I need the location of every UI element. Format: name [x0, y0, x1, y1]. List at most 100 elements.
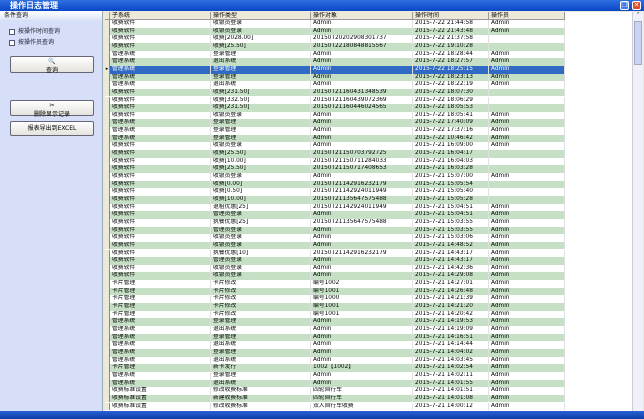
filter-operator-checkbox[interactable]: 按操作员查询 — [9, 39, 54, 46]
row-header[interactable] — [105, 356, 110, 365]
table-row[interactable]: 收费软件 收费[2028.00] 20150T20202908301737 2015-… — [105, 35, 565, 43]
row-header[interactable] — [105, 180, 110, 189]
table-row[interactable]: 卡片管理 卡片修改 编号1001 2015-7-21 14:26:48 Admin — [105, 287, 565, 296]
row-header[interactable] — [105, 257, 110, 265]
vertical-scrollbar[interactable]: ˄ — [632, 12, 643, 411]
row-header[interactable] — [105, 150, 110, 158]
table-row[interactable]: 收费软件 收银员登录 Admin 2015-7-22 18:05:41 Admin — [105, 111, 565, 120]
table-row[interactable]: 管理系统 退出系统 Admin 2015-7-22 18:27:57 Admin — [105, 58, 565, 66]
row-header[interactable] — [105, 218, 110, 227]
table-row[interactable]: 卡片管理 新卡发行 1002【1002】 2015-7-21 14:02:54 Admi… — [105, 364, 565, 372]
row-header[interactable] — [105, 402, 110, 411]
table-row[interactable]: 收费软件 收费[231.50] 20150T21160431348539 2015-7… — [105, 88, 565, 97]
table-row[interactable]: 收费软件 收银员登录 Admin 2015-7-21 15:07:00 Admin — [105, 173, 565, 181]
scroll-thumb[interactable] — [634, 21, 642, 65]
row-header[interactable] — [105, 287, 110, 296]
row-header[interactable] — [105, 142, 110, 151]
row-header[interactable] — [105, 348, 110, 357]
row-header[interactable] — [105, 165, 110, 173]
delete-button[interactable]: ✂ 删除显示记录 — [10, 100, 94, 118]
row-header[interactable] — [105, 195, 110, 204]
row-header[interactable] — [105, 96, 110, 105]
table-row[interactable]: 收费软件 管理员登录 Admin 2015-7-21 15:04:51 Admin — [105, 211, 565, 219]
row-header[interactable] — [105, 188, 110, 196]
export-excel-button[interactable]: 报表导出到EXCEL — [10, 121, 94, 136]
table-row[interactable]: 管理系统 登录管理 Admin 2015-7-22 18:23:13 Admin — [105, 73, 565, 82]
row-header[interactable] — [105, 35, 110, 43]
table-row[interactable]: 卡片管理 卡片修改 编号1000 2015-7-21 14:21:39 Admin — [105, 295, 565, 304]
row-header[interactable] — [105, 134, 110, 143]
row-header[interactable] — [105, 211, 110, 219]
table-row[interactable]: 收费软件 收银员登录 Admin 2015-7-22 21:43:48 Admin — [105, 27, 565, 36]
row-header[interactable] — [105, 264, 110, 273]
table-row[interactable]: 收费软件 管理员登录 Admin 2015-7-21 15:03:55 Admin — [105, 226, 565, 235]
table-row[interactable]: 收费软件 收银员登录 Admin 2015-7-21 14:29:08 Admin — [105, 272, 565, 281]
table-row[interactable]: 收费软件 收银员登录 Admin 2015-7-21 15:03:06 Admin — [105, 234, 565, 242]
row-header[interactable] — [105, 104, 110, 112]
filter-time-checkbox[interactable]: 按操作时间查询 — [9, 28, 60, 35]
column-header[interactable]: 操作类型 — [211, 12, 311, 19]
close-icon[interactable]: ✕ — [632, 1, 641, 10]
row-header[interactable] — [105, 119, 110, 128]
table-row[interactable]: 收费软件 收费[25.50] 20150T21150703792725 2015-7-… — [105, 150, 565, 158]
row-header[interactable] — [105, 73, 110, 82]
table-row[interactable]: ▸ 管理系统 登录管理 Admin 2015-7-22 18:25:15 Admin — [105, 65, 565, 74]
table-row[interactable]: 管理系统 登录管理 Admin 2015-7-22 18:28:44 Admin — [105, 50, 565, 59]
row-header[interactable] — [105, 88, 110, 97]
table-row[interactable]: 收费软件 收费[231.50] 20150T21160446024565 2015-7… — [105, 104, 565, 112]
row-header[interactable] — [105, 379, 110, 388]
column-header[interactable]: 操作时间 — [413, 12, 489, 19]
table-row[interactable]: 管理系统 退出系统 Admin 2015-7-21 14:03:45 Admin — [105, 356, 565, 365]
table-row[interactable]: 收费标准设置 修改收费标准 双人自行车收费 2015-7-21 14:00:12 Adm… — [105, 402, 565, 411]
table-row[interactable]: 管理系统 退出系统 Admin 2015-7-21 14:01:55 Admin — [105, 379, 565, 388]
row-header[interactable] — [105, 303, 110, 311]
table-row[interactable]: 管理系统 登录管理 Admin 2015-7-21 14:04:02 Admin — [105, 348, 565, 357]
row-header[interactable] — [105, 157, 110, 166]
table-row[interactable]: 收费标准设置 新建收费标准 四轮自行车 2015-7-21 14:01:08 Admin — [105, 394, 565, 403]
table-row[interactable]: 管理系统 登录管理 Admin 2015-7-22 10:46:42 Admin — [105, 134, 565, 143]
row-header[interactable] — [105, 280, 110, 288]
row-header[interactable] — [105, 27, 110, 36]
row-header[interactable] — [105, 394, 110, 403]
row-header[interactable] — [105, 326, 110, 334]
table-row[interactable]: 管理系统 退出系统 Admin 2015-7-21 14:14:44 Admin — [105, 341, 565, 349]
table-row[interactable]: 收费软件 执餐优惠[25] 20150T21135647575488 2015-7-2… — [105, 218, 565, 227]
table-row[interactable]: 收费软件 执餐优惠[10] 20150T21142916232179 2015-7-2… — [105, 249, 565, 258]
scroll-up-icon[interactable]: ˄ — [636, 12, 640, 19]
table-row[interactable]: 卡片管理 卡片修改 编号1002 2015-7-21 14:27:01 Admin — [105, 280, 565, 288]
row-header[interactable] — [105, 20, 110, 28]
column-header[interactable]: 子系统 — [110, 12, 211, 19]
query-button[interactable]: 🔍 查询 — [10, 56, 94, 74]
row-header[interactable] — [105, 234, 110, 242]
table-row[interactable]: 管理系统 登录管理 Admin 2015-7-22 17:37:16 Admin — [105, 127, 565, 135]
row-header[interactable] — [105, 333, 110, 342]
row-header[interactable] — [105, 387, 110, 395]
table-row[interactable]: 管理系统 登录管理 Admin 2015-7-21 14:16:51 Admin — [105, 333, 565, 342]
row-header[interactable] — [105, 310, 110, 319]
column-header[interactable]: 操作对象 — [311, 12, 413, 19]
row-header[interactable] — [105, 364, 110, 372]
table-row[interactable]: 管理系统 登录管理 Admin 2015-7-22 17:40:09 Admin — [105, 119, 565, 128]
row-header[interactable] — [105, 341, 110, 349]
column-header[interactable]: 操作员 — [489, 12, 565, 19]
row-header[interactable] — [105, 272, 110, 281]
table-row[interactable]: 收费软件 收银员登录 Admin 2015-7-21 14:42:36 Admin — [105, 264, 565, 273]
row-header[interactable] — [105, 249, 110, 258]
table-row[interactable]: 收费软件 收费[25.50] 20150T21150717408653 2015-7-… — [105, 165, 565, 173]
table-row[interactable]: 收费软件 收费[10.00] 20150T21150711284033 2015-7-… — [105, 157, 565, 166]
table-row[interactable]: 管理系统 登录管理 Admin 2015-7-21 14:19:53 Admin — [105, 318, 565, 326]
row-header[interactable] — [105, 295, 110, 304]
table-row[interactable]: 管理系统 退出系统 Admin 2015-7-21 14:19:09 Admin — [105, 326, 565, 334]
row-header[interactable] — [105, 111, 110, 120]
table-row[interactable]: 收费软件 管理员登录 Admin 2015-7-21 14:43:17 Admin — [105, 257, 565, 265]
row-header[interactable] — [105, 241, 110, 250]
table-row[interactable]: 管理系统 登录管理 Admin 2015-7-21 14:02:11 Admin — [105, 371, 565, 380]
table-row[interactable]: 收费软件 退租优惠[25] 20150T21142924011949 2015-7-2… — [105, 203, 565, 212]
table-row[interactable]: 收费软件 收费[25.50] 20150T22180848815567 2015-7-… — [105, 42, 565, 51]
table-row[interactable]: 收费软件 收银员登录 Admin 2015-7-21 14:48:52 Admin — [105, 241, 565, 250]
table-row[interactable]: 卡片管理 卡片修改 编号1001 2015-7-21 14:21:20 Admin — [105, 303, 565, 311]
table-row[interactable]: 收费软件 收费[10.00] 20150T21135647575488 2015-7-… — [105, 195, 565, 204]
row-header[interactable] — [105, 203, 110, 212]
table-row[interactable]: 收费软件 收费[332.50] 20150T21160439072369 2015-7… — [105, 96, 565, 105]
table-row[interactable]: 收费软件 收费[0.00] 20150T21142916232179 2015-7-2… — [105, 180, 565, 189]
